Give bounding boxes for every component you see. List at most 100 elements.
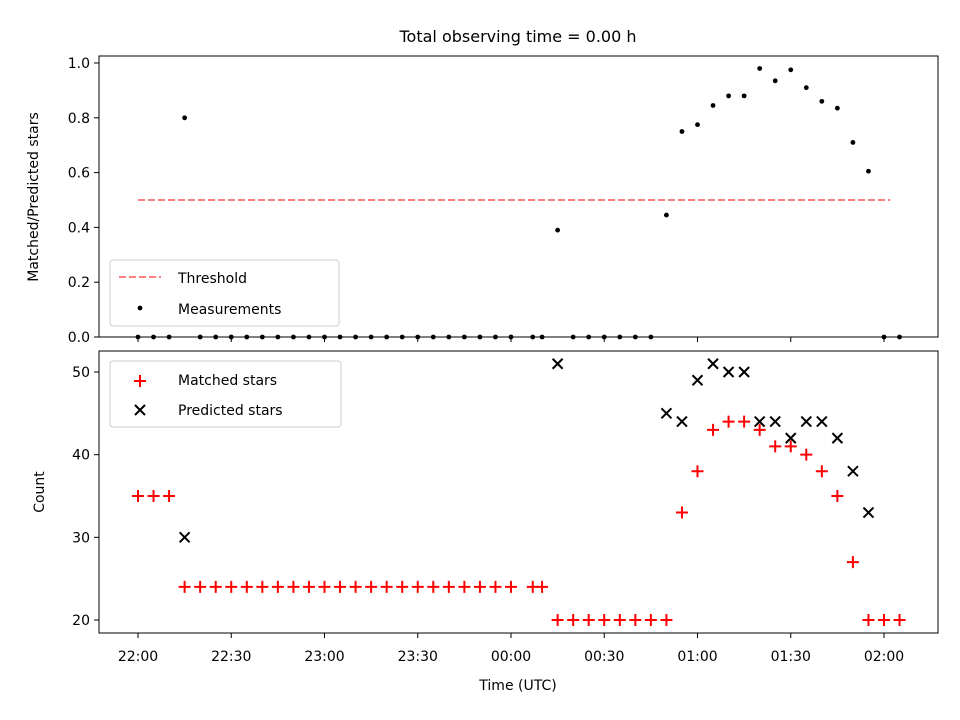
- matched-star-point: [769, 440, 782, 453]
- matched-star-point: [831, 490, 844, 502]
- bottom-legend: Matched stars Predicted stars: [109, 360, 342, 428]
- xtick-label: 01:00: [677, 649, 717, 665]
- measurement-point: [803, 85, 809, 91]
- top-legend: Threshold Measurements: [109, 259, 340, 327]
- matched-star-point: [489, 580, 502, 593]
- xtick-label: 01:30: [771, 649, 811, 665]
- matched-star-point: [691, 465, 704, 478]
- xtick-label: 00:30: [584, 649, 624, 665]
- measurement-point: [710, 103, 716, 108]
- top-xticks-layer: [137, 337, 885, 342]
- bottom-y-axis-label: Count: [32, 471, 48, 513]
- top-ytick-label: 0.0: [68, 330, 90, 346]
- xtick-label: 00:00: [491, 649, 531, 665]
- predicted-star-point: [722, 366, 735, 378]
- x-axis-label: Time (UTC): [478, 678, 556, 694]
- matched-star-point: [613, 614, 626, 626]
- legend-matched-label: Matched stars: [178, 373, 277, 389]
- matched-star-point: [271, 580, 284, 593]
- matched-star-point: [629, 614, 642, 626]
- matched-star-point: [800, 448, 813, 461]
- predicted-star-point: [676, 415, 688, 428]
- predicted-star-point: [769, 415, 781, 428]
- measurement-point: [866, 168, 871, 174]
- matched-star-point: [707, 423, 720, 436]
- matched-star-point: [365, 580, 378, 593]
- measurement-point: [695, 122, 700, 128]
- bottom-plot-frame: [98, 350, 939, 634]
- matched-star-point: [536, 580, 549, 593]
- measurement-point: [726, 93, 731, 99]
- legend-measurements-label: Measurements: [178, 302, 281, 318]
- measurement-point: [664, 212, 669, 218]
- measurement-point: [741, 93, 747, 99]
- matched-star-point: [163, 490, 176, 502]
- bottom-panel: 20 30 40 50 22:00 22:30 23:00 23:30 00:00 00:30 0…: [32, 350, 939, 694]
- bottom-points-layer: [132, 358, 906, 626]
- predicted-star-point: [178, 531, 191, 544]
- xtick-label: 02:00: [864, 649, 904, 665]
- top-panel: 0.0 0.2 0.4 0.6 0.8 1.0 Matched/Predicted sta…: [26, 55, 939, 346]
- matched-star-point: [194, 580, 207, 593]
- measurement-point: [555, 227, 561, 233]
- top-yticks-layer: 0.0 0.2 0.4 0.6 0.8 1.0: [68, 56, 99, 346]
- top-ytick-label: 0.4: [68, 220, 90, 236]
- predicted-star-point: [753, 415, 766, 428]
- matched-star-point: [147, 490, 160, 502]
- predicted-star-point: [862, 506, 875, 519]
- top-legend-box: [109, 259, 340, 327]
- matched-star-point: [225, 580, 238, 593]
- measurement-point: [788, 67, 794, 73]
- matched-star-point: [132, 490, 144, 502]
- legend-matched-plus-icon: [134, 375, 146, 387]
- predicted-star-point: [660, 407, 673, 420]
- legend-threshold-label: Threshold: [177, 271, 247, 287]
- matched-star-point: [411, 580, 424, 593]
- legend-predicted-cross-icon: [134, 404, 146, 416]
- top-plot-frame: [98, 55, 939, 338]
- bottom-xticks-layer: 22:00 22:30 23:00 23:30 00:00 00:30 01:00 01:30…: [118, 633, 904, 665]
- measurement-point: [772, 78, 778, 84]
- legend-measurements-dot-icon: [137, 305, 143, 311]
- predicted-star-point: [707, 358, 719, 370]
- matched-star-point: [396, 580, 409, 593]
- predicted-star-point: [847, 465, 859, 477]
- measurement-point: [834, 105, 840, 111]
- bottom-ytick-label: 30: [72, 530, 90, 546]
- matched-star-point: [660, 614, 673, 626]
- matched-star-point: [862, 614, 875, 626]
- matched-star-point: [427, 580, 440, 593]
- bottom-yticks-layer: 20 30 40 50: [72, 365, 99, 629]
- matched-star-point: [784, 440, 797, 453]
- top-ytick-label: 0.6: [68, 166, 90, 182]
- matched-star-point: [722, 415, 735, 428]
- matched-star-point: [209, 580, 222, 593]
- predicted-star-point: [691, 374, 704, 386]
- matched-star-point: [287, 580, 300, 593]
- matched-star-point: [458, 580, 471, 593]
- top-y-axis-label: Matched/Predicted stars: [26, 112, 42, 282]
- matched-star-point: [178, 580, 191, 593]
- matched-star-point: [349, 580, 362, 593]
- measurement-point: [182, 115, 188, 121]
- top-ytick-label: 1.0: [68, 56, 90, 72]
- measurement-point: [819, 98, 825, 104]
- matched-star-point: [878, 614, 890, 626]
- predicted-star-point: [551, 358, 564, 370]
- matched-star-point: [738, 415, 751, 428]
- bottom-ytick-label: 40: [72, 448, 90, 464]
- matched-star-point: [598, 614, 611, 626]
- matched-star-point: [505, 580, 517, 593]
- matched-star-point: [256, 580, 269, 593]
- matched-star-point: [334, 580, 347, 593]
- matched-star-point: [893, 614, 906, 626]
- xtick-label: 23:00: [304, 649, 344, 665]
- predicted-star-point: [785, 432, 797, 444]
- matched-star-point: [473, 580, 486, 593]
- figure-title: Total observing time = 0.00 h: [398, 27, 636, 46]
- matched-star-point: [442, 580, 455, 593]
- matched-star-point: [753, 423, 766, 436]
- matched-star-point: [582, 614, 595, 626]
- bottom-ytick-label: 20: [72, 613, 90, 629]
